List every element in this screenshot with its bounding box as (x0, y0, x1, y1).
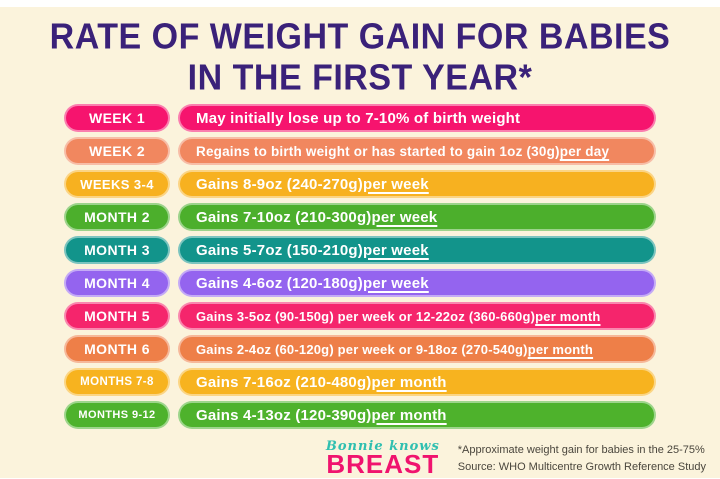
row-description-text: Gains 7-10oz (210-300g) (196, 208, 372, 226)
row-description-pill: May initially lose up to 7-10% of birth … (178, 104, 656, 132)
row-label: MONTH 2 (84, 209, 150, 225)
logo-wordmark: BREAST (326, 449, 440, 479)
row-description-text: Gains 3-5oz (90-150g) per week or 12-22o… (196, 308, 536, 324)
row-label-pill: MONTHS 9-12 (64, 401, 170, 429)
row-description-underline: per month (371, 406, 447, 424)
row-description-text: Gains 4-6oz (120-180g) (196, 274, 363, 292)
row-label: MONTH 6 (84, 341, 150, 357)
table-row: WEEKS 3-4 Gains 8-9oz (240-270g) per wee… (64, 170, 656, 198)
row-description-pill: Gains 3-5oz (90-150g) per week or 12-22o… (178, 302, 656, 330)
row-description-text: Regains to birth weight or has started t… (196, 143, 560, 159)
row-label-pill: MONTH 5 (64, 302, 170, 330)
table-row: MONTHS 7-8 Gains 7-16oz (210-480g) per m… (64, 368, 656, 396)
row-description-pill: Gains 5-7oz (150-210g) per week (178, 236, 656, 264)
row-description-underline: per month (527, 341, 594, 357)
page-title: RATE OF WEIGHT GAIN FOR BABIES IN THE FI… (0, 7, 720, 99)
table-row: MONTH 5 Gains 3-5oz (90-150g) per week o… (64, 302, 656, 330)
weight-gain-table: WEEK 1 May initially lose up to 7-10% of… (64, 104, 656, 429)
row-description-underline: per week (362, 274, 429, 292)
row-label-pill: MONTH 4 (64, 269, 170, 297)
row-label-pill: MONTH 6 (64, 335, 170, 363)
title-line-1: RATE OF WEIGHT GAIN FOR BABIES (49, 16, 671, 57)
top-white-strip (0, 0, 720, 7)
brand-logo: Bonnie knows BREAST (326, 440, 440, 477)
row-label: WEEKS 3-4 (80, 176, 154, 192)
row-description-text: Gains 5-7oz (150-210g) (196, 241, 363, 259)
row-description-pill: Gains 4-6oz (120-180g) per week (178, 269, 656, 297)
footnote-line-1: *Approximate weight gain for babies in t… (457, 444, 705, 456)
footnote-line-2: Source: WHO Multicentre Growth Reference… (457, 460, 706, 473)
row-label-pill: WEEKS 3-4 (64, 170, 170, 198)
table-row: MONTHS 9-12 Gains 4-13oz (120-390g) per … (64, 401, 656, 429)
row-description-underline: per week (371, 208, 438, 226)
row-description-pill: Gains 8-9oz (240-270g) per week (178, 170, 656, 198)
table-row: MONTH 2 Gains 7-10oz (210-300g) per week (64, 203, 656, 231)
row-description-underline: per month (371, 373, 447, 391)
row-label-pill: MONTH 3 (64, 236, 170, 264)
table-row: WEEK 1 May initially lose up to 7-10% of… (64, 104, 656, 132)
logo-script-text: Bonnie knows (325, 439, 440, 454)
footnote: *Approximate weight gain for babies in t… (458, 442, 706, 475)
row-description-text: Gains 7-16oz (210-480g) (196, 373, 372, 391)
row-description-pill: Gains 2-4oz (60-120g) per week or 9-18oz… (178, 335, 656, 363)
row-label: WEEK 1 (88, 110, 146, 126)
row-label-pill: MONTHS 7-8 (64, 368, 170, 396)
row-description-underline: per week (362, 175, 429, 193)
footer: Bonnie knows BREAST *Approximate weight … (0, 434, 720, 477)
row-description-pill: Gains 4-13oz (120-390g) per month (178, 401, 656, 429)
row-description-text: Gains 4-13oz (120-390g) (196, 406, 372, 424)
table-row: MONTH 6 Gains 2-4oz (60-120g) per week o… (64, 335, 656, 363)
row-description-underline: per month (535, 308, 601, 324)
row-description-underline: per week (362, 241, 429, 259)
row-label: MONTHS 7-8 (80, 376, 154, 388)
row-description-text: Gains 2-4oz (60-120g) per week or 9-18oz… (196, 341, 528, 357)
row-label-pill: WEEK 1 (64, 104, 170, 132)
table-row: WEEK 2 Regains to birth weight or has st… (64, 137, 656, 165)
row-label: MONTH 4 (84, 275, 150, 291)
row-description-pill: Regains to birth weight or has started t… (178, 137, 656, 165)
table-row: MONTH 4 Gains 4-6oz (120-180g) per week (64, 269, 656, 297)
row-label-pill: MONTH 2 (64, 203, 170, 231)
row-label: MONTH 5 (84, 308, 150, 324)
row-label: WEEK 2 (88, 143, 146, 159)
row-description-underline: per day (559, 143, 610, 159)
row-label: MONTHS 9-12 (78, 409, 156, 421)
row-description-text: Gains 8-9oz (240-270g) (196, 175, 363, 193)
row-label: MONTH 3 (84, 242, 150, 258)
row-description-pill: Gains 7-10oz (210-300g) per week (178, 203, 656, 231)
title-line-2: IN THE FIRST YEAR* (187, 57, 533, 99)
row-label-pill: WEEK 2 (64, 137, 170, 165)
row-description-pill: Gains 7-16oz (210-480g) per month (178, 368, 656, 396)
table-row: MONTH 3 Gains 5-7oz (150-210g) per week (64, 236, 656, 264)
row-description-text: May initially lose up to 7-10% of birth … (196, 109, 521, 127)
